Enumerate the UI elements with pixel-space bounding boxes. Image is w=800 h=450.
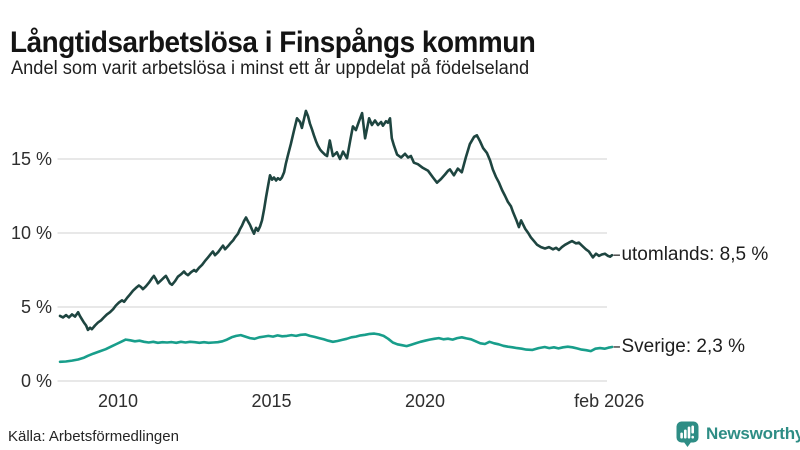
y-axis-tick-5pct: 5 %: [20, 297, 52, 317]
newsworthy-logo-icon: [676, 421, 699, 447]
y-axis-tick-0pct: 0 %: [20, 371, 52, 391]
x-axis-tick-2015: 2015: [251, 391, 292, 411]
chart-subtitle: Andel som varit arbetslösa i minst ett å…: [11, 58, 530, 79]
newsworthy-brand-name: Newsworthy: [706, 424, 800, 443]
series-label-utomlands: utomlands: 8,5 %: [621, 244, 769, 266]
chart-title: Långtidsarbetslösa i Finspångs kommun: [10, 26, 536, 60]
y-axis-tick-10pct: 10 %: [10, 223, 52, 243]
y-axis-tick-15pct: 15 %: [10, 149, 52, 169]
x-axis-tick-2020: 2020: [404, 391, 446, 411]
series-label-sverige: Sverige: 2,3 %: [621, 335, 746, 357]
newsworthy-brand[interactable]: Newsworthy: [676, 421, 800, 447]
source-note: Källa: Arbetsförmedlingen: [8, 428, 179, 445]
x-axis-tick-2010: 2010: [97, 391, 139, 411]
x-axis-tick-feb-2026: feb 2026: [574, 391, 645, 411]
